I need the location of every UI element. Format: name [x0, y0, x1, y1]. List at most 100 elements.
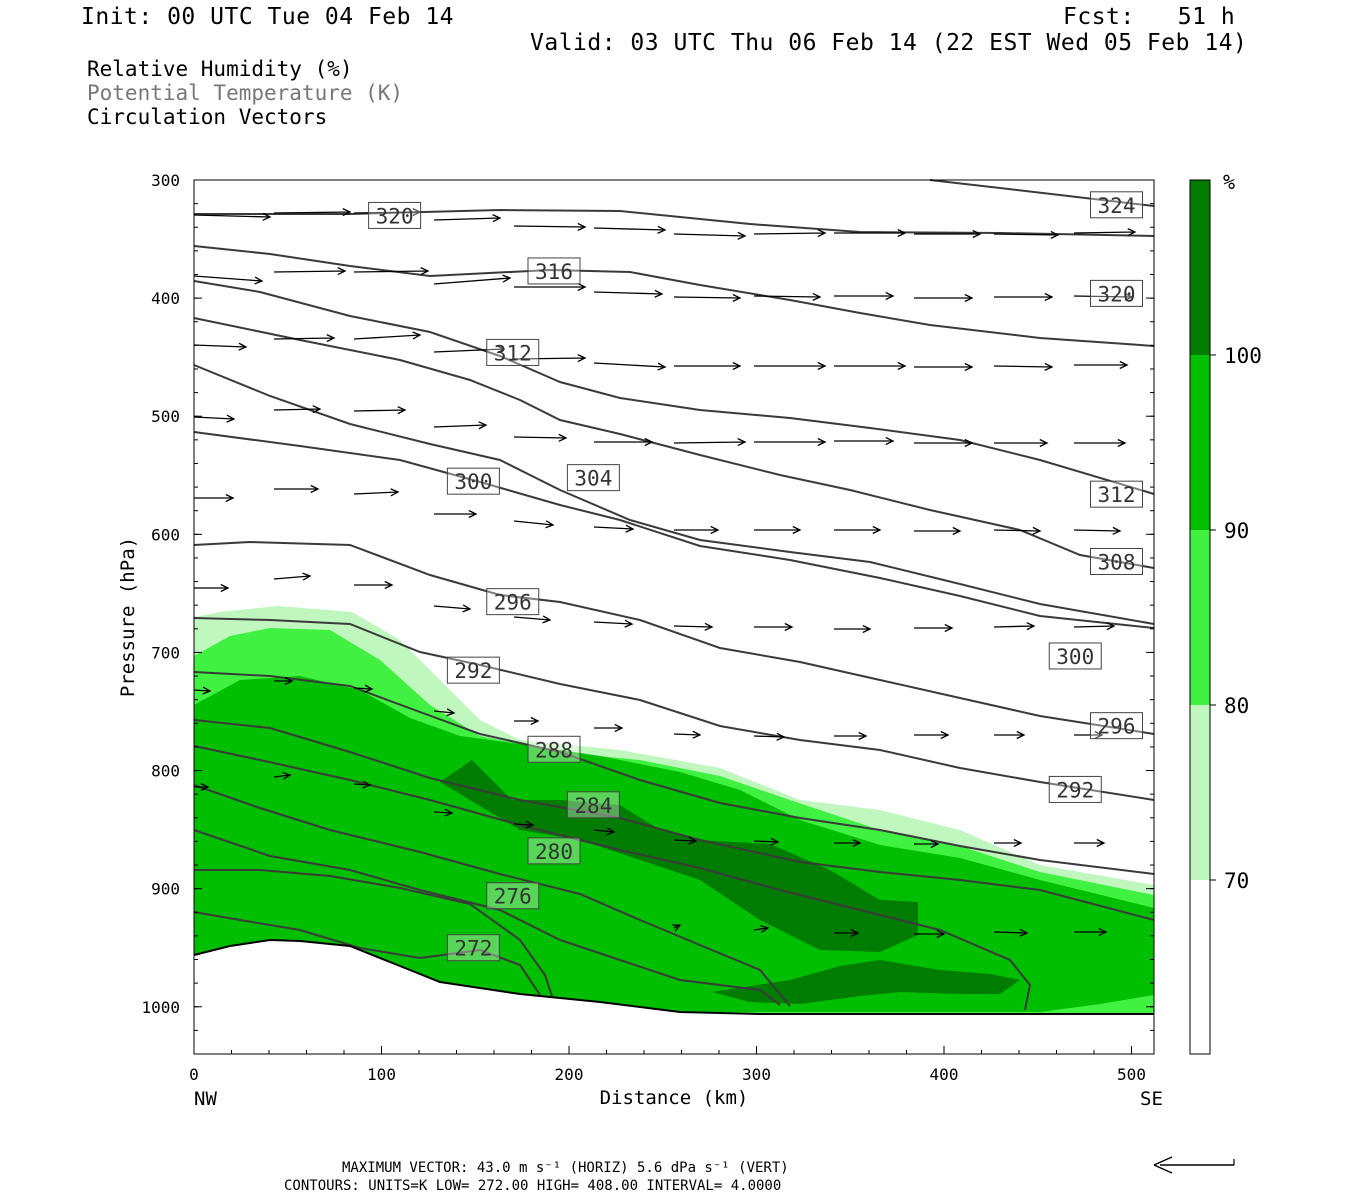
circulation-vector-78 — [673, 730, 702, 739]
circulation-vector-83 — [1074, 730, 1104, 740]
theta-contour-9 — [193, 671, 1155, 875]
circulation-vector-14 — [353, 267, 430, 276]
circulation-vector-45 — [914, 438, 974, 448]
theta-contour-4 — [193, 317, 1155, 569]
colorbar-segment-90 — [1190, 355, 1210, 530]
circulation-vector-76 — [514, 716, 540, 726]
circulation-vector-71 — [1073, 622, 1116, 631]
colorbar-segment-80 — [1190, 530, 1210, 705]
colorbar: 70 80 90 100 — [1189, 179, 1262, 1055]
theta-contour-7 — [193, 540, 1155, 735]
circulation-vector-42 — [673, 438, 747, 447]
circulation-vector-61 — [273, 572, 312, 581]
circulation-vector-55 — [754, 525, 802, 535]
contour-label-box-3 — [1090, 279, 1143, 307]
circulation-vector-3 — [433, 214, 502, 223]
contour-label-box-15 — [566, 791, 620, 819]
theta-contour-10 — [193, 719, 1155, 921]
circulation-vector-25 — [273, 334, 336, 343]
contour-label-box-0 — [368, 201, 422, 229]
circulation-vector-38 — [353, 406, 407, 415]
circulation-vector-7 — [753, 229, 827, 238]
circulation-vector-5 — [593, 225, 667, 234]
circulation-vector-97 — [753, 924, 770, 934]
contour-label-box-18 — [446, 934, 500, 962]
contour-label-15: 284 — [574, 794, 612, 818]
circulation-vector-18 — [673, 293, 742, 302]
circulation-vector-98 — [834, 928, 860, 938]
colorbar-segment-70 — [1190, 705, 1210, 880]
x-tick-label-3: 300 — [742, 1065, 771, 1084]
contour-labels: 320 324 316 320 312 300 304 312 308 296 300 292 296 2… — [368, 191, 1143, 962]
circulation-vector-56 — [834, 525, 882, 535]
circulation-vector-9 — [914, 229, 982, 239]
contour-label-4: 312 — [494, 341, 532, 365]
circulation-vector-91 — [753, 837, 780, 846]
circulation-vector-79 — [753, 732, 786, 741]
circulation-vector-65 — [593, 619, 634, 628]
theta-contour-12 — [193, 784, 791, 1007]
circulation-vector-93 — [914, 839, 940, 849]
circulation-vector-6 — [673, 231, 747, 240]
theta-contour-3 — [193, 280, 1155, 495]
circulation-vector-12 — [193, 275, 264, 285]
colorbar-frame — [1189, 179, 1211, 1055]
circulation-vector-53 — [593, 524, 635, 533]
x-tick-label-0: 0 — [189, 1065, 199, 1084]
circulation-vector-52 — [513, 520, 555, 529]
theta-contour-8 — [193, 617, 1155, 801]
circulation-vector-87 — [433, 808, 454, 817]
contour-label-6: 304 — [574, 467, 612, 491]
terrain — [193, 938, 1154, 1054]
circulation-vector-84 — [194, 782, 210, 792]
contour-label-8: 308 — [1098, 550, 1136, 574]
circulation-vector-1 — [273, 208, 352, 217]
contour-label-box-16 — [527, 837, 581, 865]
circulation-vector-10 — [993, 230, 1060, 239]
circulation-vector-19 — [753, 292, 822, 301]
contour-label-0: 320 — [376, 204, 414, 228]
circulation-vector-74 — [353, 684, 374, 693]
circulation-vector-94 — [994, 838, 1023, 848]
y-tick-label-5: 800 — [151, 762, 180, 781]
colorbar-label-0: 70 — [1224, 869, 1249, 893]
legend-circulation-vectors: Circulation Vectors — [87, 105, 328, 129]
circulation-vector-39 — [433, 421, 488, 430]
circulation-vector-100 — [993, 928, 1029, 937]
contour-label-17: 276 — [494, 885, 532, 909]
circulation-vector-77 — [594, 723, 624, 733]
circulation-vector-13 — [273, 267, 347, 276]
circulation-vector-2 — [353, 208, 422, 217]
circulation-vector-34 — [993, 362, 1054, 371]
x-axis-left-end: NW — [194, 1088, 217, 1110]
circulation-vector-30 — [674, 361, 742, 371]
circulation-vector-69 — [914, 623, 954, 633]
theta-contour-2 — [193, 245, 1155, 347]
circulation-vector-63 — [433, 604, 472, 613]
circulation-vector-43 — [754, 437, 827, 447]
contour-label-box-14 — [1048, 775, 1102, 803]
forecast-hour: Fcst: 51 h — [1063, 4, 1236, 30]
contour-label-14: 292 — [1056, 778, 1094, 802]
circulation-vector-86 — [353, 780, 372, 789]
circulation-vector-70 — [993, 622, 1036, 631]
contour-label-13: 288 — [535, 738, 573, 762]
circulation-vector-21 — [914, 293, 974, 303]
plot-frame — [193, 179, 1155, 1055]
axes: 0 100 200 300 400 500 300 400 500 600 700 800 900 100… — [141, 171, 1154, 1084]
circulation-vector-49 — [274, 484, 320, 494]
circulation-vector-36 — [193, 414, 236, 423]
contour-label-3: 320 — [1098, 282, 1136, 306]
contour-label-box-9 — [486, 588, 540, 616]
colorbar-segment-blank — [1190, 880, 1210, 1054]
circulation-vector-75 — [433, 708, 456, 717]
y-tick-label-0: 300 — [151, 171, 180, 190]
circulation-vector-66 — [673, 622, 714, 631]
circulation-vector-15 — [433, 274, 512, 285]
contour-label-18: 272 — [454, 937, 492, 961]
contour-label-16: 280 — [535, 840, 573, 864]
contour-label-9: 296 — [494, 591, 532, 615]
theta-contour-13 — [193, 829, 781, 1006]
circulation-vector-41 — [594, 437, 654, 447]
contour-label-box-1 — [1090, 191, 1143, 219]
